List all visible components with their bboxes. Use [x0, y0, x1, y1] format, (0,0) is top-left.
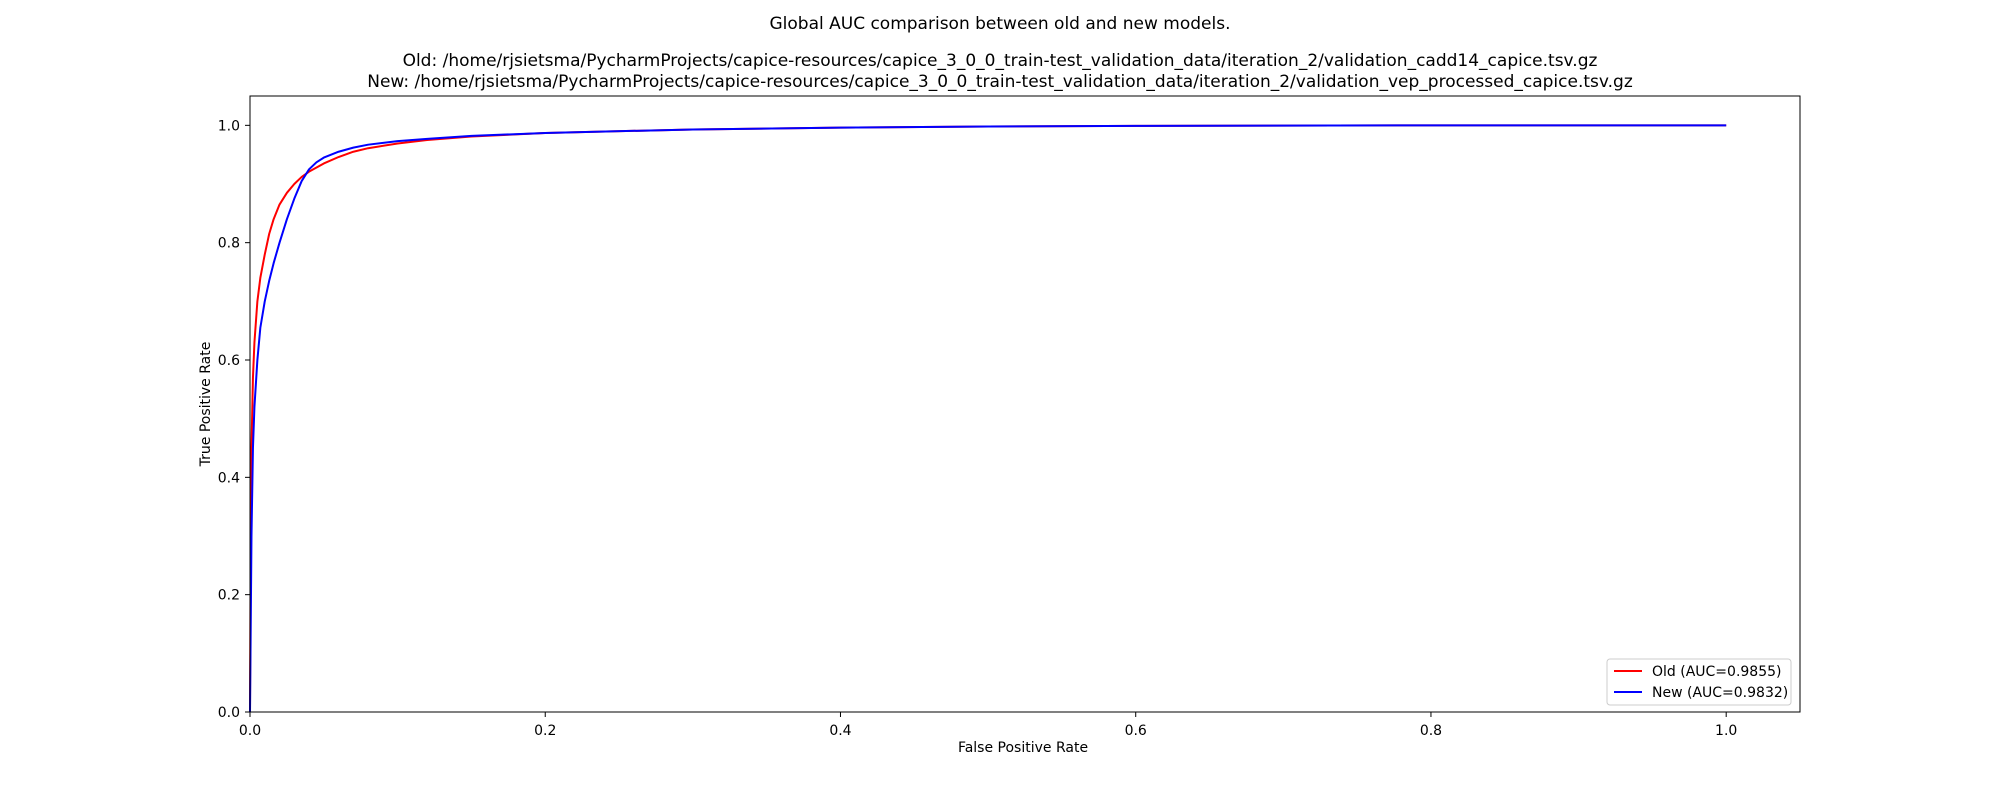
x-axis-label: False Positive Rate	[958, 740, 1088, 756]
chart-title: Global AUC comparison between old and ne…	[769, 14, 1230, 34]
x-tick-label: 0.8	[1420, 723, 1442, 739]
y-tick-label: 0.6	[218, 353, 240, 369]
y-tick-label: 0.4	[218, 470, 240, 486]
x-tick-label: 0.4	[829, 723, 851, 739]
x-tick-label: 1.0	[1715, 723, 1737, 739]
y-tick-label: 0.8	[218, 236, 240, 252]
legend-label-old: Old (AUC=0.9855)	[1652, 664, 1782, 680]
y-tick-label: 0.2	[218, 588, 240, 604]
axis-ticks: 0.0 0.2 0.4 0.6 0.8 1.0 0.0 0.2 0.4 0.6 0.8 1.0	[218, 118, 1738, 739]
legend-label-new: New (AUC=0.9832)	[1652, 685, 1788, 701]
x-tick-label: 0.0	[239, 723, 261, 739]
x-tick-label: 0.6	[1125, 723, 1147, 739]
x-tick-label: 0.2	[534, 723, 556, 739]
chart-subtitle-new: New: /home/rjsietsma/PycharmProjects/cap…	[367, 72, 1633, 92]
y-tick-label: 1.0	[218, 118, 240, 134]
legend: Old (AUC=0.9855) New (AUC=0.9832)	[1606, 658, 1792, 706]
y-tick-label: 0.0	[218, 705, 240, 721]
plot-area	[249, 95, 1801, 713]
y-axis-label: True Positive Rate	[198, 342, 214, 468]
chart-subtitle-old: Old: /home/rjsietsma/PycharmProjects/cap…	[403, 51, 1598, 71]
legend-box	[1606, 658, 1792, 706]
series-line-new	[249, 124, 1727, 713]
axes-frame	[249, 95, 1801, 713]
